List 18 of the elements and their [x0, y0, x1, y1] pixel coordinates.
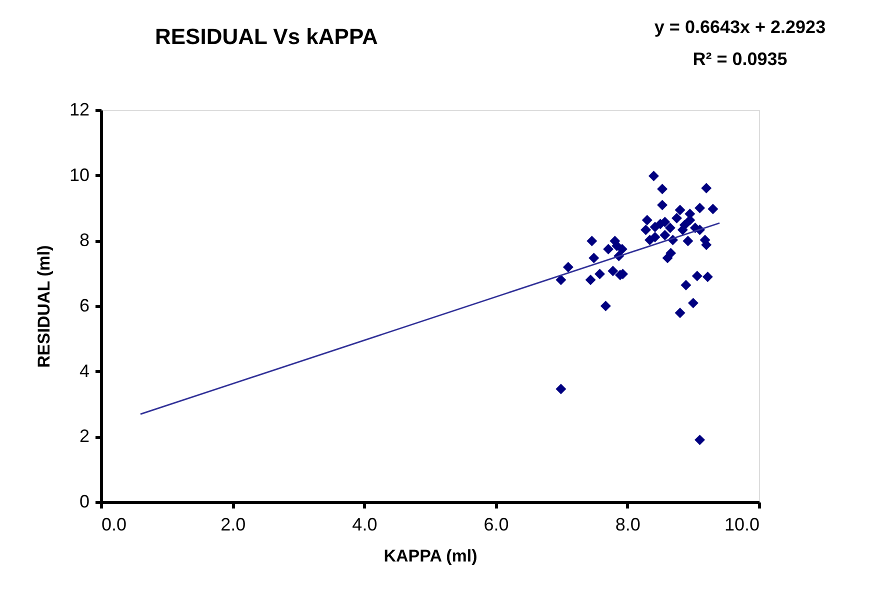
- y-tick-label: 6: [79, 296, 90, 316]
- text: R² = 0.0935: [692, 49, 788, 69]
- y-tick-label: 8: [79, 230, 90, 250]
- chart-title: RESIDUAL Vs kAPPA: [154, 24, 378, 49]
- x-tick-label: 2.0: [220, 514, 246, 534]
- x-tick-label: 8.0: [615, 514, 640, 534]
- x-axis-title: KAPPA (ml): [384, 546, 478, 566]
- x-tick-label: 4.0: [352, 514, 378, 534]
- y-tick-label: 2: [79, 426, 90, 446]
- y-tick-label: 4: [79, 360, 90, 381]
- x-tick-label: 10.0: [724, 514, 760, 534]
- x-tick-label: 0.0: [102, 514, 127, 534]
- y-tick-label: 12: [69, 100, 90, 120]
- x-tick-label: 6.0: [484, 514, 509, 534]
- y-tick-label: 10: [69, 164, 90, 185]
- text: y = 0.6643x + 2.2923: [654, 17, 826, 37]
- y-tick-label: 0: [79, 492, 90, 512]
- y-axis-title: RESIDUAL (ml): [34, 245, 54, 368]
